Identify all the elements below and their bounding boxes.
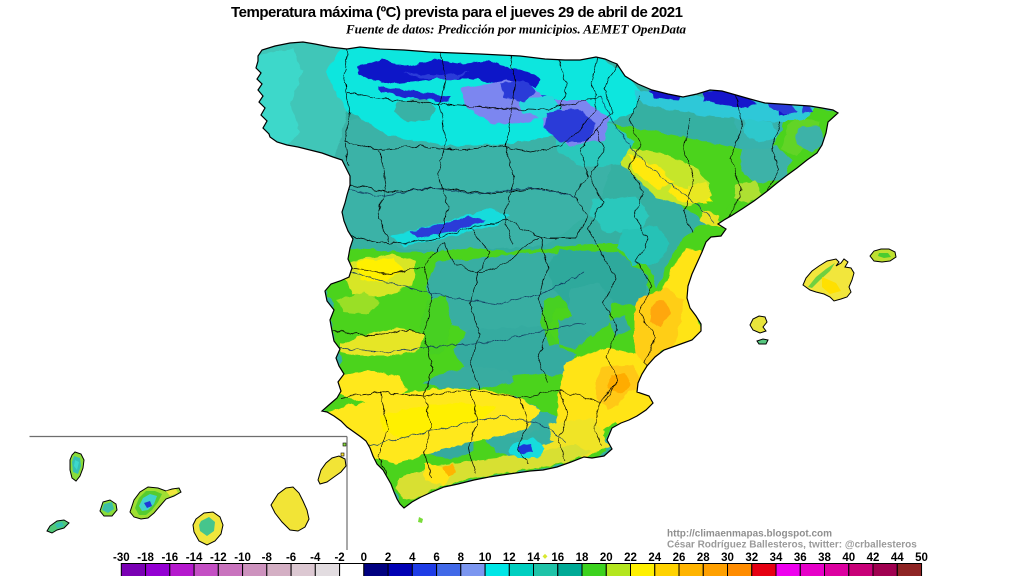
svg-text:8: 8 bbox=[458, 552, 465, 564]
svg-text:-14: -14 bbox=[186, 552, 203, 564]
svg-text:4: 4 bbox=[409, 552, 416, 564]
svg-text:10: 10 bbox=[479, 552, 492, 564]
svg-text:34: 34 bbox=[770, 552, 783, 564]
svg-text:-6: -6 bbox=[286, 552, 296, 564]
svg-text:12: 12 bbox=[503, 552, 516, 564]
svg-text:26: 26 bbox=[673, 552, 686, 564]
svg-text:38: 38 bbox=[818, 552, 831, 564]
svg-text:14: 14 bbox=[527, 552, 540, 564]
svg-text:Fuente de datos: Predicción po: Fuente de datos: Predicción por municipi… bbox=[345, 22, 687, 37]
svg-text:0: 0 bbox=[361, 552, 367, 564]
svg-text:2: 2 bbox=[385, 552, 391, 564]
svg-text:22: 22 bbox=[624, 552, 637, 564]
svg-text:-30: -30 bbox=[113, 552, 130, 564]
svg-text:-2: -2 bbox=[334, 552, 344, 564]
svg-text:-10: -10 bbox=[234, 552, 251, 564]
svg-text:http://climaenmapas.blogspot.c: http://climaenmapas.blogspot.com bbox=[667, 529, 832, 540]
svg-text:24: 24 bbox=[648, 552, 661, 564]
svg-text:-8: -8 bbox=[262, 552, 273, 564]
svg-text:28: 28 bbox=[697, 552, 710, 564]
svg-text:18: 18 bbox=[576, 552, 589, 564]
svg-text:-16: -16 bbox=[161, 552, 178, 564]
svg-text:36: 36 bbox=[794, 552, 807, 564]
svg-text:-18: -18 bbox=[137, 552, 154, 564]
svg-text:-4: -4 bbox=[310, 552, 321, 564]
svg-text:32: 32 bbox=[745, 552, 758, 564]
svg-text:44: 44 bbox=[891, 552, 904, 564]
svg-text:42: 42 bbox=[867, 552, 880, 564]
svg-text:-12: -12 bbox=[210, 552, 227, 564]
svg-text:50: 50 bbox=[915, 552, 928, 564]
svg-text:16: 16 bbox=[551, 552, 564, 564]
svg-text:Temperatura máxima (ºC) previs: Temperatura máxima (ºC) prevista para el… bbox=[231, 4, 683, 21]
svg-text:40: 40 bbox=[842, 552, 855, 564]
svg-text:30: 30 bbox=[721, 552, 734, 564]
svg-text:20: 20 bbox=[600, 552, 613, 564]
svg-text:César Rodríguez Ballesteros, t: César Rodríguez Ballesteros, twitter: @c… bbox=[667, 540, 917, 551]
svg-text:6: 6 bbox=[433, 552, 439, 564]
